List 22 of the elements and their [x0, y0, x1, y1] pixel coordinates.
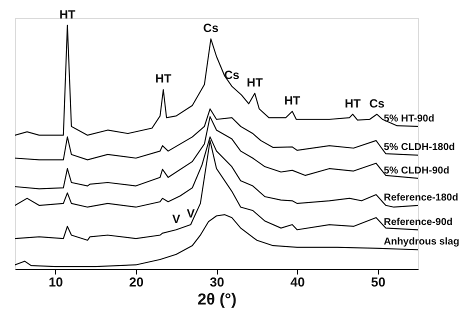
series-label: Anhydrous slag	[384, 236, 460, 248]
annotation: V	[172, 212, 180, 226]
x-axis-title: 2θ (°)	[197, 292, 237, 308]
series-label: Reference-90d	[384, 216, 453, 228]
annotation: HT	[284, 93, 301, 108]
x-tick-label: 50	[370, 274, 386, 290]
series-label: Reference-180d	[384, 192, 458, 204]
annotation: Cs	[369, 96, 385, 110]
annotation: HT	[59, 7, 76, 22]
series-label: 5% CLDH-90d	[384, 165, 450, 176]
series-label: 5% HT-90d	[384, 113, 434, 124]
x-tick-label: 30	[210, 274, 224, 290]
annotation: Cs	[224, 68, 240, 82]
series-label: 5% CLDH-180d	[384, 142, 455, 154]
annotation: HT	[155, 72, 172, 86]
x-tick-label: 20	[129, 274, 144, 290]
annotation: Cs	[203, 20, 219, 35]
annotation: HT	[246, 75, 264, 90]
x-tick-label: 40	[290, 274, 305, 290]
x-tick-label: 10	[48, 274, 64, 290]
annotation: HT	[344, 96, 362, 110]
annotation: V	[186, 206, 195, 221]
